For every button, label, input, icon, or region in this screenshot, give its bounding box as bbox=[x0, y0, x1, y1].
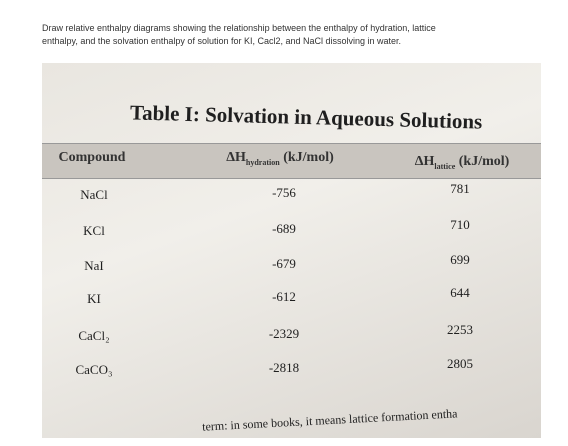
footer-text: term: in some books, it means lattice fo… bbox=[201, 406, 458, 434]
table-cell: 644 bbox=[450, 285, 470, 300]
table-cell: -756 bbox=[272, 185, 296, 200]
table-cell: -2818 bbox=[268, 360, 300, 375]
header: Compound bbox=[58, 150, 126, 165]
table-cell: KCl bbox=[83, 223, 105, 238]
table-cell: CaCl₂ bbox=[78, 328, 110, 343]
table-cell: KI bbox=[87, 291, 101, 306]
table-cell: -679 bbox=[272, 256, 296, 271]
table-cell: -689 bbox=[272, 221, 296, 236]
table-cell: 710 bbox=[450, 217, 470, 232]
header-unit: (kJ/mol) bbox=[283, 150, 334, 165]
header: ΔHlattice (kJ/mol) bbox=[415, 154, 510, 171]
table-cell: 2253 bbox=[447, 322, 473, 337]
header: ΔHhydration (kJ/mol) bbox=[226, 150, 334, 167]
table-cell: NaCl bbox=[80, 187, 108, 202]
header-band bbox=[42, 143, 541, 179]
question-line: Draw relative enthalpy diagrams showing … bbox=[42, 23, 436, 33]
header-sub: lattice bbox=[434, 161, 456, 171]
question-line: enthalpy, and the solvation enthalpy of … bbox=[42, 36, 402, 46]
table-cell: 2805 bbox=[447, 356, 473, 371]
header-unit: (kJ/mol) bbox=[458, 154, 510, 169]
table-cell: CaCO₃ bbox=[75, 362, 113, 377]
table-title: Table I: Solvation in Aqueous Solutions bbox=[129, 100, 483, 134]
table-cell: NaI bbox=[84, 258, 104, 273]
table-cell: 781 bbox=[450, 181, 470, 196]
header-symbol: ΔH bbox=[414, 154, 435, 169]
header-symbol: ΔH bbox=[226, 150, 246, 165]
table-cell: -612 bbox=[272, 289, 296, 304]
table-cell: 699 bbox=[450, 252, 470, 267]
table-photo: Table I: Solvation in Aqueous Solutions … bbox=[42, 63, 541, 438]
table-cell: -2329 bbox=[268, 326, 300, 341]
header-sub: hydration bbox=[245, 157, 280, 167]
